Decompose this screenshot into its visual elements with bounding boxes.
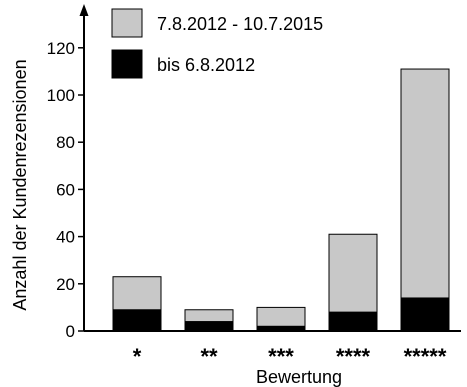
legend-label: bis 6.8.2012 [157,55,255,75]
bar-segment [400,297,450,332]
bars [112,68,450,332]
bar-segment [184,321,234,332]
bar-segment [328,233,378,313]
x-tick-label: ***** [404,344,447,369]
y-axis-title: Anzahl der Kundenrezensionen [10,59,30,310]
y-axis-arrow [79,4,89,16]
y-tick-label: 60 [56,180,75,199]
y-tick-label: 20 [56,275,75,294]
axes [79,4,461,332]
bar-segment [328,311,378,332]
y-tick-label: 40 [56,228,75,247]
y-tick-label: 100 [47,86,75,105]
y-tick-label: 120 [47,39,75,58]
x-tick-label: **** [336,344,371,369]
x-tick-label: *** [268,344,294,369]
x-axis-tick-labels: * ** *** **** ***** [133,344,447,369]
bar-segment [112,309,162,332]
y-axis-ticks: 0 20 40 60 80 100 120 [47,39,84,341]
bar-segment [256,306,306,327]
bar-segment [112,276,162,311]
legend-label: 7.8.2012 - 10.7.2015 [157,14,323,34]
bar-segment [400,68,450,299]
bar-segment [184,309,234,323]
x-tick-label: * [133,344,142,369]
legend-swatch [111,8,143,38]
x-tick-label: ** [200,344,218,369]
y-tick-label: 80 [56,133,75,152]
y-tick-label: 0 [66,322,75,341]
legend-swatch [111,49,143,79]
legend: 7.8.2012 - 10.7.2015 bis 6.8.2012 [111,8,323,79]
x-axis-title: Bewertung [256,367,342,387]
